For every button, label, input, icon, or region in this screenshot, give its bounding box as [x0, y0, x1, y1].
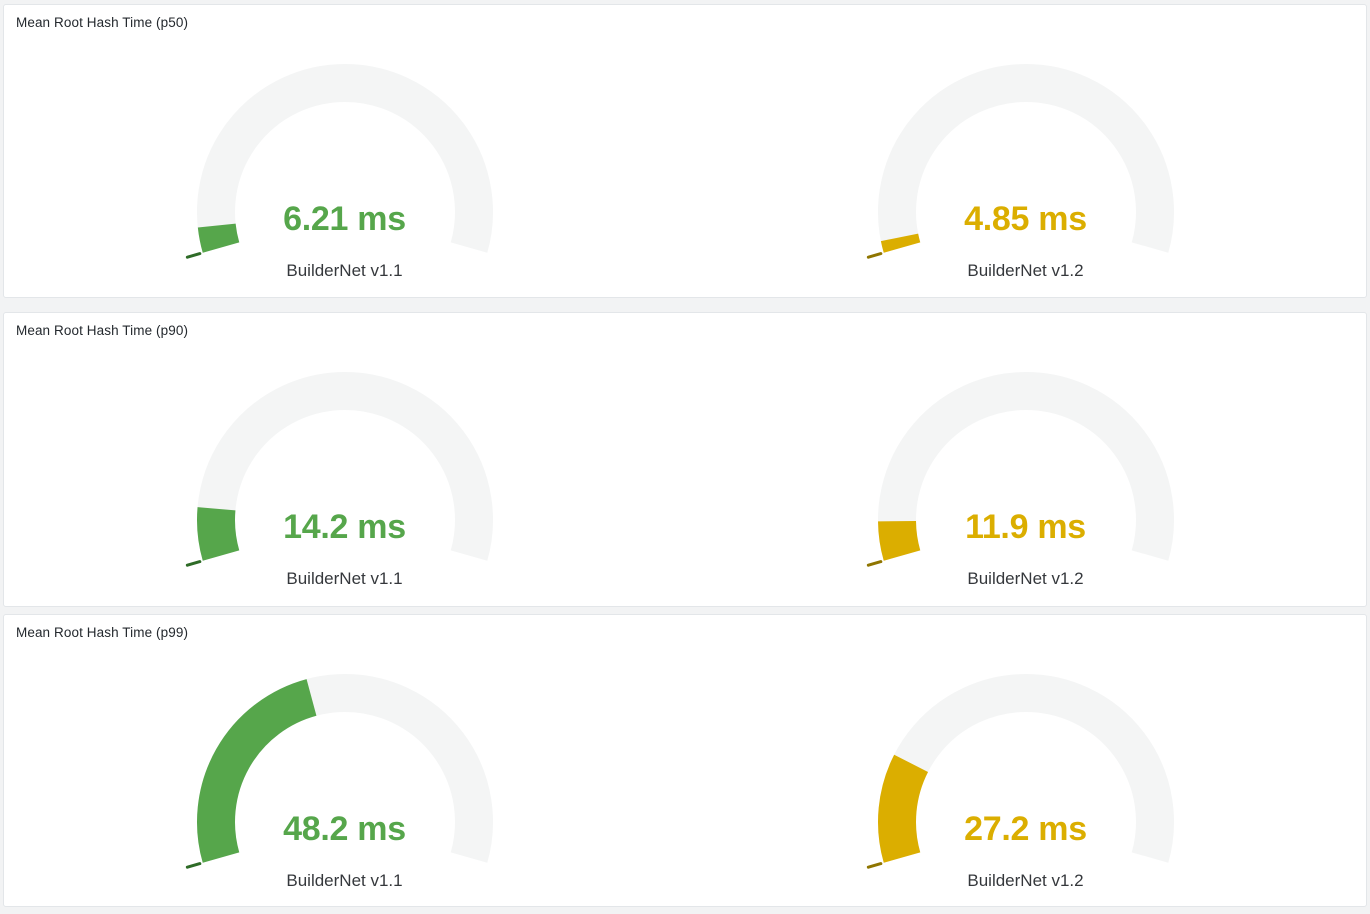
gauge-series-label: BuilderNet v1.1: [286, 569, 403, 588]
gauge-cell: 6.21 ms BuilderNet v1.1: [4, 52, 685, 282]
gauge-series-label: BuilderNet v1.2: [967, 871, 1084, 890]
gauge-series-label: BuilderNet v1.1: [286, 871, 403, 890]
gauge-p99-buildernet-v1-1: 48.2 ms BuilderNet v1.1: [185, 662, 505, 892]
gauge-value: 6.21 ms: [283, 200, 406, 238]
gauge-arc: [185, 674, 493, 869]
gauge-cell: 27.2 ms BuilderNet v1.2: [685, 662, 1366, 892]
gauge-series-label: BuilderNet v1.1: [286, 261, 403, 280]
gauge-p90-buildernet-v1-2: 11.9 ms BuilderNet v1.2: [866, 360, 1186, 590]
gauge-series-label: BuilderNet v1.2: [967, 569, 1084, 588]
gauge-series-label: BuilderNet v1.2: [967, 261, 1084, 280]
panel-title-p99[interactable]: Mean Root Hash Time (p99): [16, 625, 189, 640]
gauge-p99-buildernet-v1-2: 27.2 ms BuilderNet v1.2: [866, 662, 1186, 892]
gauge-p90-buildernet-v1-1: 14.2 ms BuilderNet v1.1: [185, 360, 505, 590]
gauge-arc: [866, 674, 1174, 869]
gauge-panel-p90: Mean Root Hash Time (p90) 14.2 ms Builde…: [3, 312, 1367, 607]
gauge-p50-buildernet-v1-1: 6.21 ms BuilderNet v1.1: [185, 52, 505, 282]
gauge-row: 48.2 ms BuilderNet v1.1 27.2 ms BuilderN…: [4, 662, 1366, 892]
gauge-value: 48.2 ms: [283, 810, 406, 848]
gauge-p50-buildernet-v1-2: 4.85 ms BuilderNet v1.2: [866, 52, 1186, 282]
panel-title-p90[interactable]: Mean Root Hash Time (p90): [16, 323, 189, 338]
gauge-value: 27.2 ms: [964, 810, 1087, 848]
gauge-arc: [185, 372, 493, 567]
gauge-cell: 14.2 ms BuilderNet v1.1: [4, 360, 685, 590]
gauge-value: 14.2 ms: [283, 508, 406, 546]
gauge-panel-p50: Mean Root Hash Time (p50) 6.21 ms Builde…: [3, 4, 1367, 298]
panel-title-p50[interactable]: Mean Root Hash Time (p50): [16, 15, 189, 30]
gauge-value: 4.85 ms: [964, 200, 1087, 238]
gauge-row: 6.21 ms BuilderNet v1.1 4.85 ms BuilderN…: [4, 52, 1366, 282]
gauge-cell: 48.2 ms BuilderNet v1.1: [4, 662, 685, 892]
gauge-arc: [866, 372, 1174, 567]
gauge-cell: 4.85 ms BuilderNet v1.2: [685, 52, 1366, 282]
gauge-row: 14.2 ms BuilderNet v1.1 11.9 ms BuilderN…: [4, 360, 1366, 590]
gauge-arc: [185, 64, 493, 259]
gauge-panel-p99: Mean Root Hash Time (p99) 48.2 ms Builde…: [3, 614, 1367, 907]
gauge-cell: 11.9 ms BuilderNet v1.2: [685, 360, 1366, 590]
gauge-arc: [866, 64, 1174, 259]
gauge-value: 11.9 ms: [965, 508, 1086, 546]
